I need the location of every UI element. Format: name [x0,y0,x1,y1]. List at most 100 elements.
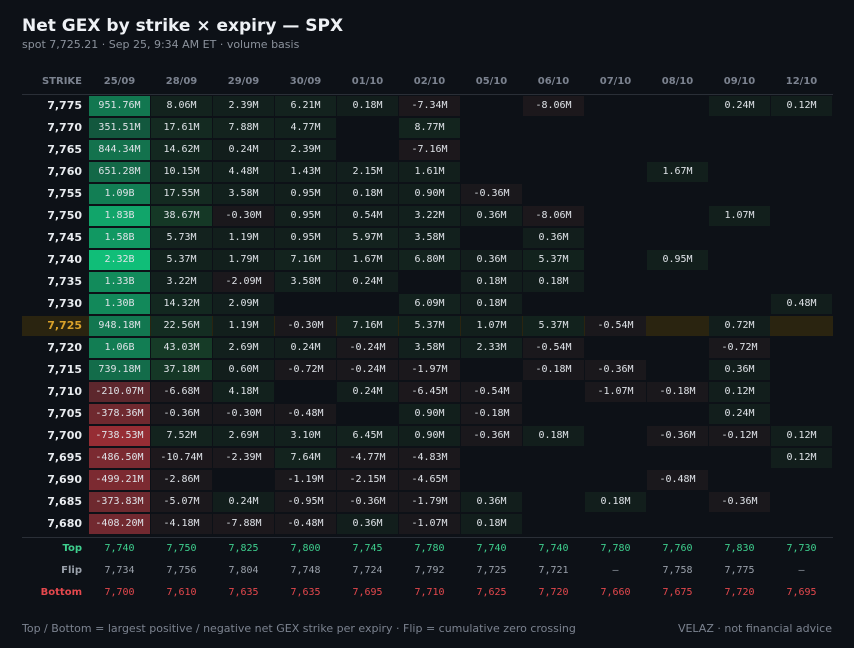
expiry-header: 06/10 [537,76,570,87]
strike-label: 7,775 [47,99,82,112]
heatmap-cell: 0.12M [709,382,770,402]
expiry-header: 05/10 [475,76,508,87]
heatmap-cell: 14.62M [151,140,212,160]
heatmap-cell: 1.67M [647,162,708,182]
heatmap-cell: 0.95M [275,206,336,226]
summary-value-flip: 7,792 [414,565,445,576]
heatmap-cell: -0.30M [275,316,336,336]
heatmap-cell: 2.39M [213,96,274,116]
heatmap-cell: -4.65M [399,470,460,490]
summary-value-bottom: 7,635 [228,587,259,598]
heatmap-cell: 1.07M [709,206,770,226]
heatmap-cell: -0.36M [337,492,398,512]
heatmap-cell: 5.37M [523,250,584,270]
heatmap-cell: -1.79M [399,492,460,512]
heatmap-cell: -7.16M [399,140,460,160]
heatmap-cell: -2.39M [213,448,274,468]
heatmap-cell: -2.15M [337,470,398,490]
heatmap-cell: 0.24M [337,382,398,402]
heatmap-cell: 4.48M [213,162,274,182]
expiry-header: 28/09 [165,76,198,87]
expiry-header: 02/10 [413,76,446,87]
summary-value-flip: 7,721 [538,565,569,576]
heatmap-cell: 43.03M [151,338,212,358]
summary-value-flip: 7,725 [476,565,507,576]
strike-label: 7,705 [47,407,82,420]
heatmap-cell: -0.54M [523,338,584,358]
heatmap-cell: 0.18M [585,492,646,512]
heatmap-cell: 5.37M [523,316,584,336]
heatmap-cell: -1.97M [399,360,460,380]
strike-label: 7,740 [47,253,82,266]
summary-value-bottom: 7,610 [166,587,197,598]
heatmap-cell: 0.18M [461,514,522,534]
summary-value-flip: 7,804 [228,565,259,576]
heatmap-cell: 2.69M [213,338,274,358]
heatmap-cell: -0.36M [461,426,522,446]
heatmap-cell: 0.24M [337,272,398,292]
summary-value-top: 7,750 [166,543,197,554]
heatmap-cell: -6.68M [151,382,212,402]
heatmap-cell: 6.80M [399,250,460,270]
heatmap-cell: 0.18M [523,426,584,446]
heatmap-cell: 0.48M [771,294,832,314]
heatmap-cell: 1.61M [399,162,460,182]
heatmap-cell: 0.24M [275,338,336,358]
heatmap-cell: 0.12M [771,426,832,446]
heatmap-cell: -0.54M [585,316,646,336]
heatmap-cell: 17.55M [151,184,212,204]
strike-label: 7,690 [47,473,82,486]
strike-label: 7,750 [47,209,82,222]
heatmap-cell: -1.07M [585,382,646,402]
heatmap-cell: 14.32M [151,294,212,314]
heatmap-cell: -4.83M [399,448,460,468]
summary-value-bottom: 7,700 [104,587,135,598]
heatmap-cell: -0.95M [275,492,336,512]
heatmap-cell: 1.83B [89,206,150,226]
heatmap-cell: -0.30M [213,206,274,226]
summary-value-flip: 7,734 [104,565,135,576]
heatmap-cell: 0.36M [709,360,770,380]
heatmap-cell: -0.18M [523,360,584,380]
summary-value-top: 7,800 [290,543,321,554]
heatmap-cell: 6.21M [275,96,336,116]
heatmap-cell: -4.18M [151,514,212,534]
summary-value-bottom: 7,695 [352,587,383,598]
summary-value-bottom: 7,625 [476,587,507,598]
summary-value-top: 7,830 [724,543,755,554]
summary-value-top: 7,760 [662,543,693,554]
strike-label: 7,715 [47,363,82,376]
heatmap-cell: 0.95M [275,184,336,204]
heatmap-cell: -0.36M [585,360,646,380]
heatmap-cell: 0.95M [275,228,336,248]
heatmap-cell: -2.09M [213,272,274,292]
heatmap-cell: -0.36M [151,404,212,424]
heatmap-cell: -408.20M [89,514,150,534]
heatmap-cell: 5.97M [337,228,398,248]
strike-label: 7,755 [47,187,82,200]
heatmap-cell: 8.06M [151,96,212,116]
heatmap-cell: 10.15M [151,162,212,182]
heatmap-cell: 0.12M [771,448,832,468]
heatmap-cell: -0.24M [337,338,398,358]
heatmap-cell: -6.45M [399,382,460,402]
heatmap-cell: -4.77M [337,448,398,468]
heatmap-cell: 1.19M [213,228,274,248]
heatmap-cell: -0.48M [275,404,336,424]
summary-value-bottom: 7,660 [600,587,631,598]
header-rule [22,94,833,95]
heatmap-cell: 0.36M [523,228,584,248]
heatmap-cell: 0.18M [337,184,398,204]
heatmap-cell: 0.24M [213,140,274,160]
summary-value-bottom: 7,720 [538,587,569,598]
heatmap-cell: 3.22M [399,206,460,226]
summary-label-flip: Flip [61,565,82,576]
heatmap-cell: 1.19M [213,316,274,336]
heatmap-cell: -0.30M [213,404,274,424]
heatmap-cell: -0.48M [275,514,336,534]
heatmap-cell: -0.36M [647,426,708,446]
heatmap-cell: 0.72M [709,316,770,336]
heatmap-cell: 7.52M [151,426,212,446]
heatmap-cell: -1.07M [399,514,460,534]
heatmap-cell: 0.36M [461,250,522,270]
